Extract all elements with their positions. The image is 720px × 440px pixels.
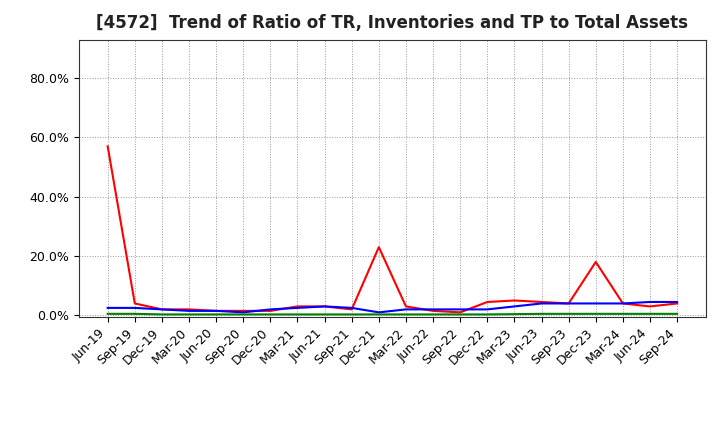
Trade Payables	[212, 312, 220, 317]
Trade Receivables	[239, 308, 248, 314]
Line: Trade Receivables: Trade Receivables	[108, 147, 677, 312]
Inventories	[320, 304, 329, 309]
Trade Receivables	[185, 307, 194, 312]
Trade Payables	[374, 312, 383, 317]
Inventories	[185, 308, 194, 314]
Trade Receivables	[510, 298, 518, 303]
Title: [4572]  Trend of Ratio of TR, Inventories and TP to Total Assets: [4572] Trend of Ratio of TR, Inventories…	[96, 15, 688, 33]
Trade Payables	[104, 311, 112, 316]
Trade Payables	[130, 311, 139, 316]
Inventories	[646, 299, 654, 304]
Trade Payables	[510, 312, 518, 317]
Trade Receivables	[374, 245, 383, 250]
Trade Payables	[158, 312, 166, 317]
Inventories	[293, 305, 302, 311]
Line: Inventories: Inventories	[108, 302, 677, 312]
Trade Receivables	[348, 307, 356, 312]
Trade Payables	[672, 311, 681, 316]
Inventories	[212, 308, 220, 314]
Inventories	[456, 307, 464, 312]
Trade Payables	[185, 312, 194, 317]
Trade Payables	[564, 311, 573, 316]
Trade Receivables	[618, 301, 627, 306]
Trade Receivables	[104, 144, 112, 149]
Trade Payables	[591, 311, 600, 316]
Trade Receivables	[402, 304, 410, 309]
Trade Receivables	[456, 310, 464, 315]
Inventories	[428, 307, 437, 312]
Trade Payables	[537, 311, 546, 316]
Trade Payables	[293, 312, 302, 317]
Inventories	[591, 301, 600, 306]
Trade Receivables	[483, 299, 492, 304]
Inventories	[483, 307, 492, 312]
Trade Receivables	[672, 301, 681, 306]
Trade Receivables	[646, 304, 654, 309]
Trade Receivables	[212, 308, 220, 314]
Inventories	[104, 305, 112, 311]
Inventories	[239, 310, 248, 315]
Inventories	[510, 304, 518, 309]
Trade Receivables	[158, 307, 166, 312]
Trade Payables	[320, 312, 329, 317]
Inventories	[348, 305, 356, 311]
Trade Receivables	[266, 308, 275, 314]
Trade Receivables	[130, 301, 139, 306]
Trade Payables	[456, 312, 464, 317]
Trade Payables	[618, 311, 627, 316]
Trade Payables	[348, 312, 356, 317]
Inventories	[374, 310, 383, 315]
Inventories	[564, 301, 573, 306]
Line: Trade Payables: Trade Payables	[108, 314, 677, 315]
Inventories	[618, 301, 627, 306]
Inventories	[537, 301, 546, 306]
Inventories	[672, 299, 681, 304]
Inventories	[266, 307, 275, 312]
Trade Receivables	[428, 308, 437, 314]
Trade Payables	[646, 311, 654, 316]
Trade Payables	[402, 312, 410, 317]
Trade Payables	[239, 312, 248, 317]
Trade Payables	[483, 312, 492, 317]
Trade Receivables	[537, 299, 546, 304]
Trade Payables	[428, 312, 437, 317]
Trade Receivables	[320, 304, 329, 309]
Inventories	[158, 307, 166, 312]
Trade Receivables	[591, 259, 600, 264]
Trade Receivables	[564, 301, 573, 306]
Inventories	[130, 305, 139, 311]
Inventories	[402, 307, 410, 312]
Trade Payables	[266, 312, 275, 317]
Trade Receivables	[293, 304, 302, 309]
